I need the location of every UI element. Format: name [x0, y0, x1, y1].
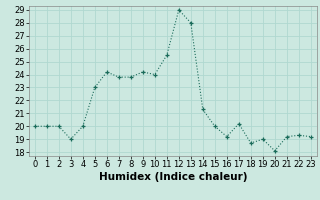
- X-axis label: Humidex (Indice chaleur): Humidex (Indice chaleur): [99, 172, 247, 182]
